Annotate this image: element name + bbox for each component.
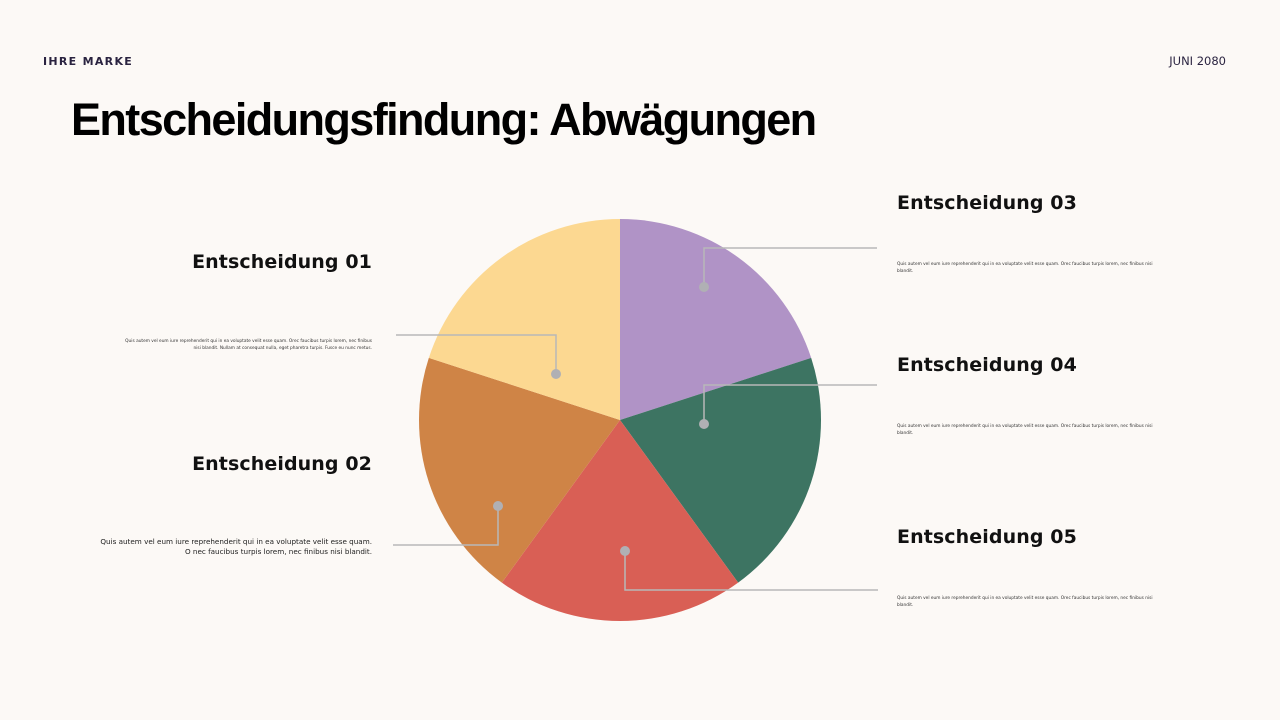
leader-line-02: [393, 506, 499, 546]
decision-05-text: Quis autem vel eum iure reprehenderit qu…: [897, 596, 1153, 608]
leader-line-05: [624, 551, 878, 591]
leader-line-01: [396, 334, 557, 374]
decision-03-text: Quis autem vel eum iure reprehenderit qu…: [897, 262, 1153, 274]
decision-01-text: Quis autem vel eum iure reprehenderit qu…: [125, 339, 372, 351]
page-title: Entscheidungsfindung: Abwägungen: [71, 94, 817, 145]
leader-dot-04: [699, 419, 709, 429]
leader-line-03: [703, 247, 877, 287]
decision-02-heading: Entscheidung 02: [192, 453, 372, 475]
leader-lines: [393, 247, 878, 591]
leader-dot-02: [493, 501, 503, 511]
decision-01-heading: Entscheidung 01: [192, 251, 372, 273]
leader-dots: [493, 282, 709, 556]
pie-slice-entscheidung-05: [501, 420, 739, 621]
leader-dot-03: [699, 282, 709, 292]
leader-line-04: [703, 384, 877, 424]
brand-label: IHRE MARKE: [43, 55, 134, 68]
pie-slice-entscheidung-04: [620, 357, 821, 583]
decision-04-text: Quis autem vel eum iure reprehenderit qu…: [897, 424, 1153, 436]
decision-04-heading: Entscheidung 04: [897, 354, 1077, 376]
pie-slice-entscheidung-02: [419, 357, 620, 583]
date-label: JUNI 2080: [1169, 54, 1226, 68]
decision-03-heading: Entscheidung 03: [897, 192, 1077, 214]
pie-slice-entscheidung-01: [428, 219, 620, 420]
leader-dot-05: [620, 546, 630, 556]
decision-05-heading: Entscheidung 05: [897, 526, 1077, 548]
leader-dot-01: [551, 369, 561, 379]
pie-slice-entscheidung-03: [620, 219, 812, 420]
decision-02-text: Quis autem vel eum iure reprehenderit qu…: [100, 537, 372, 556]
pie-slices: [419, 219, 821, 621]
